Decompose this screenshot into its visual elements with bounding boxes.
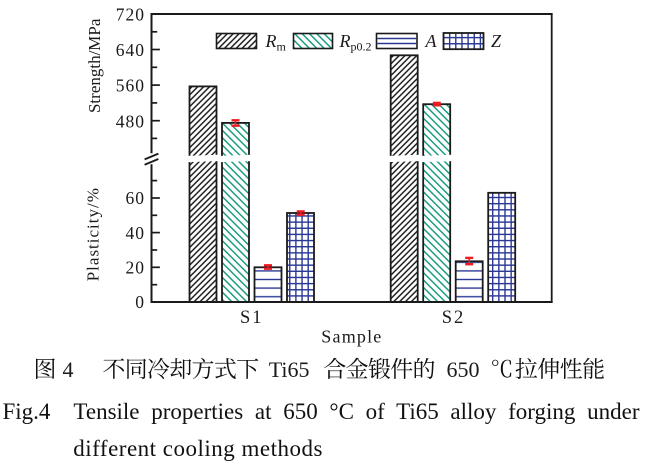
svg-text:A: A [425, 31, 438, 51]
svg-text:720: 720 [116, 5, 145, 25]
svg-text:S2: S2 [442, 308, 466, 328]
svg-text:4: 4 [63, 357, 74, 382]
svg-text:Sample: Sample [321, 326, 382, 346]
svg-text:Z: Z [491, 31, 502, 51]
svg-text:Rm: Rm [265, 31, 287, 54]
svg-text:Strength/MPa: Strength/MPa [85, 18, 104, 113]
svg-text:Ti65: Ti65 [269, 357, 310, 382]
svg-text:560: 560 [116, 76, 145, 96]
svg-text:650: 650 [447, 357, 480, 382]
svg-text:Rp0.2: Rp0.2 [339, 31, 372, 54]
svg-text:480: 480 [116, 111, 145, 131]
svg-text:Plasticity/%: Plasticity/% [84, 187, 103, 281]
svg-text:640: 640 [116, 40, 145, 60]
svg-text:0: 0 [135, 292, 145, 312]
svg-text:40: 40 [126, 223, 146, 243]
svg-text:60: 60 [126, 188, 146, 208]
svg-text:20: 20 [126, 258, 146, 278]
svg-text:S1: S1 [240, 308, 264, 328]
